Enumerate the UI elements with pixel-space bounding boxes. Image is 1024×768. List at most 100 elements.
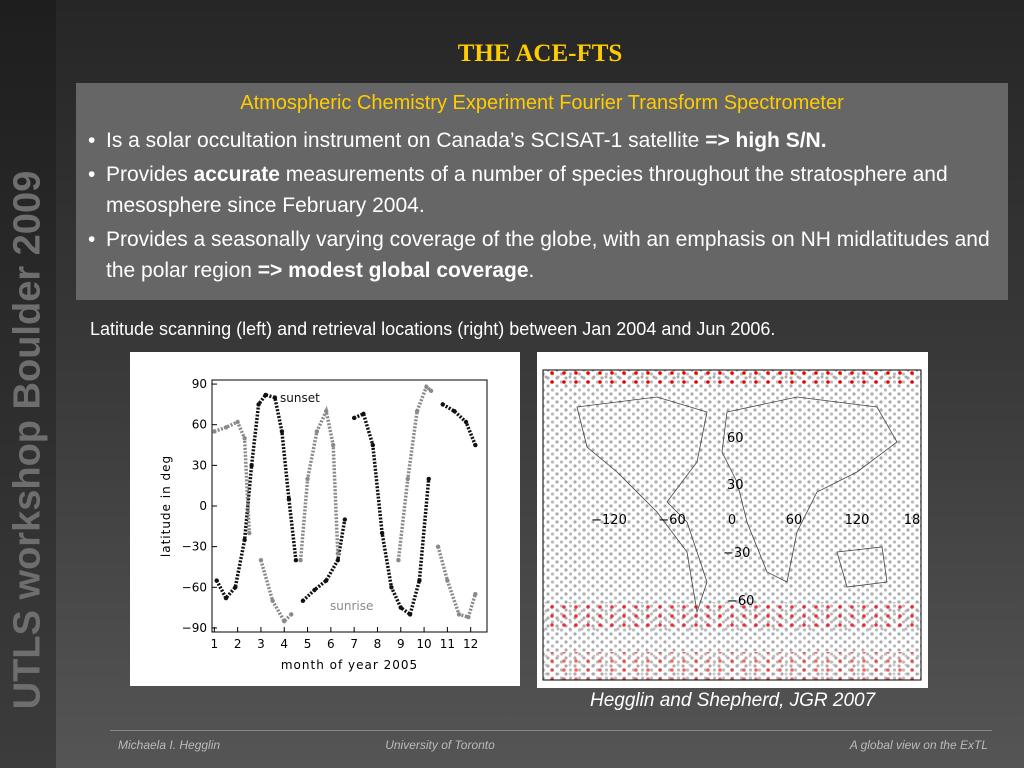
x-tick-label: 3 xyxy=(257,637,265,651)
data-point xyxy=(473,591,478,597)
measurement-dots xyxy=(543,602,921,632)
map: 60 30 −30 −60 −120 −60 0 60 120 18 xyxy=(542,369,922,681)
data-point xyxy=(440,402,445,407)
longitude-label: 60 xyxy=(786,513,803,528)
text-run: Provides xyxy=(106,163,194,186)
footer-left: Michaela I. Hegglin xyxy=(118,738,221,752)
footer-rule xyxy=(110,730,992,731)
bullet: • Provides a seasonally varying coverage … xyxy=(88,224,996,286)
annotation: sunset xyxy=(280,391,320,405)
data-point xyxy=(249,463,254,468)
latitude-label: 60 xyxy=(727,431,744,446)
data-point xyxy=(405,476,410,482)
y-tick-label: 30 xyxy=(192,458,207,472)
data-point xyxy=(342,517,348,522)
data-point xyxy=(452,408,457,414)
coastline xyxy=(576,396,898,613)
data-point xyxy=(424,384,429,389)
y-tick-label: −90 xyxy=(182,621,207,635)
x-axis-label: month of year 2005 xyxy=(281,658,418,672)
figure-caption: Latitude scanning (left) and retrieval l… xyxy=(90,319,776,339)
data-point xyxy=(456,612,462,617)
y-tick-label: −30 xyxy=(182,540,207,554)
latitude-label: −30 xyxy=(723,546,750,561)
y-tick-label: 0 xyxy=(199,499,207,513)
footer-right: A global view on the ExTL xyxy=(849,738,988,752)
data-point xyxy=(282,618,287,624)
text-run: Provides a seasonally varying coverage o… xyxy=(106,228,990,282)
data-point xyxy=(414,408,420,414)
x-tick-label: 10 xyxy=(416,637,431,651)
data-point xyxy=(323,408,329,414)
data-point xyxy=(370,442,376,448)
data-point xyxy=(289,612,294,617)
text-run: accurate xyxy=(193,163,280,186)
sidebar: UTLS workshop Boulder 2009 xyxy=(0,0,56,768)
latitude-label: 30 xyxy=(727,478,744,493)
data-point xyxy=(233,585,238,590)
measurement-dots xyxy=(543,370,921,384)
x-tick-label: 8 xyxy=(374,637,382,651)
bullet-dot: • xyxy=(88,129,96,152)
sidebar-text: UTLS workshop Boulder 2009 xyxy=(6,170,49,710)
data-point xyxy=(398,605,403,610)
data-point xyxy=(279,429,285,434)
text-run: Is a solar occultation instrument on Can… xyxy=(106,129,706,152)
bullet-text: Provides accurate measurements of a numb… xyxy=(106,159,996,221)
map-figure: 60 30 −30 −60 −120 −60 0 60 120 18 xyxy=(537,352,928,688)
data-point xyxy=(293,557,299,563)
plot-frame xyxy=(211,379,488,633)
data-point xyxy=(223,425,229,430)
bullet: • Is a solar occultation instrument on Ca… xyxy=(88,125,996,156)
data-point xyxy=(473,442,478,448)
text-run: measurements of a number of species thro… xyxy=(106,163,948,217)
citation: Hegglin and Shepherd, JGR 2007 xyxy=(590,690,876,711)
data-point xyxy=(314,429,320,434)
data-point xyxy=(389,585,394,590)
data-point xyxy=(242,436,247,441)
data-point xyxy=(312,587,317,593)
x-tick-label: 5 xyxy=(304,637,312,651)
box-heading: Atmospheric Chemistry Experiment Fourier… xyxy=(240,92,844,114)
y-tick-label: 90 xyxy=(192,377,207,391)
data-point xyxy=(270,598,275,604)
data-point xyxy=(258,557,264,563)
text-run: => high S/N. xyxy=(705,129,827,152)
x-tick-label: 7 xyxy=(350,637,358,651)
data-point xyxy=(214,578,219,583)
bullet-list: • Is a solar occultation instrument on Ca… xyxy=(88,125,996,286)
data-point xyxy=(361,411,366,417)
text-run: => modest global coverage xyxy=(257,259,529,282)
x-tick-label: 9 xyxy=(397,637,405,651)
series-line xyxy=(215,392,477,618)
bullet-text: Is a solar occultation instrument on Can… xyxy=(106,125,827,156)
data-point xyxy=(407,612,413,617)
bullet: • Provides accurate measurements of a num… xyxy=(88,159,996,221)
data-point xyxy=(300,598,306,604)
data-point xyxy=(335,557,341,563)
data-point xyxy=(263,392,268,398)
slide-title: THE ACE-FTS xyxy=(457,40,623,67)
x-tick-label: 1 xyxy=(211,637,219,651)
x-tick-label: 2 xyxy=(234,637,242,651)
data-point xyxy=(379,530,385,536)
bullet-text: Provides a seasonally varying coverage o… xyxy=(106,224,996,286)
longitude-label: 0 xyxy=(728,513,736,528)
data-point xyxy=(428,388,434,394)
data-point xyxy=(330,442,336,448)
footer-center: University of Toronto xyxy=(385,738,495,752)
x-tick-label: 12 xyxy=(463,637,478,651)
latitude-figure: −90 −60 −30 0 30 60 90 1 2 3 4 5 6 7 8 9 10 11 12 month of … xyxy=(130,352,520,686)
measurement-dots xyxy=(543,652,921,680)
data-point xyxy=(396,557,401,563)
data-point xyxy=(235,419,240,425)
data-point xyxy=(256,402,261,407)
data-point xyxy=(286,497,292,502)
data-point xyxy=(426,476,431,482)
longitude-label: 18 xyxy=(904,513,921,528)
data-point xyxy=(323,578,329,583)
y-tick-label: 60 xyxy=(192,418,207,432)
x-tick-label: 11 xyxy=(440,637,455,651)
longitude-label: −60 xyxy=(658,513,685,528)
